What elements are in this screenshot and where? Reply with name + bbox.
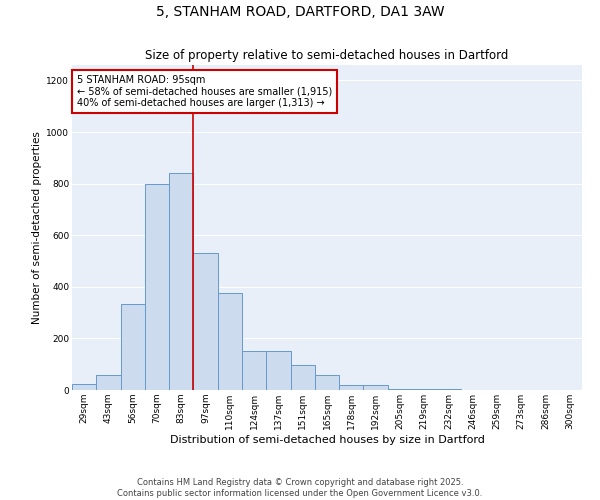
Text: Contains HM Land Registry data © Crown copyright and database right 2025.
Contai: Contains HM Land Registry data © Crown c…	[118, 478, 482, 498]
Text: 5, STANHAM ROAD, DARTFORD, DA1 3AW: 5, STANHAM ROAD, DARTFORD, DA1 3AW	[155, 5, 445, 19]
Bar	[364, 386, 388, 390]
Bar	[315, 375, 339, 390]
Bar	[242, 352, 266, 390]
Bar	[266, 352, 290, 390]
Bar	[169, 172, 193, 390]
Bar	[145, 184, 169, 390]
Bar	[96, 375, 121, 390]
Bar	[339, 385, 364, 390]
Bar	[388, 388, 412, 390]
Bar	[290, 366, 315, 390]
Y-axis label: Number of semi-detached properties: Number of semi-detached properties	[32, 131, 42, 324]
Bar	[218, 294, 242, 390]
Bar	[193, 254, 218, 390]
Bar	[121, 304, 145, 390]
X-axis label: Distribution of semi-detached houses by size in Dartford: Distribution of semi-detached houses by …	[170, 434, 484, 444]
Bar	[72, 384, 96, 390]
Bar	[412, 389, 436, 390]
Title: Size of property relative to semi-detached houses in Dartford: Size of property relative to semi-detach…	[145, 50, 509, 62]
Text: 5 STANHAM ROAD: 95sqm
← 58% of semi-detached houses are smaller (1,915)
40% of s: 5 STANHAM ROAD: 95sqm ← 58% of semi-deta…	[77, 74, 332, 108]
